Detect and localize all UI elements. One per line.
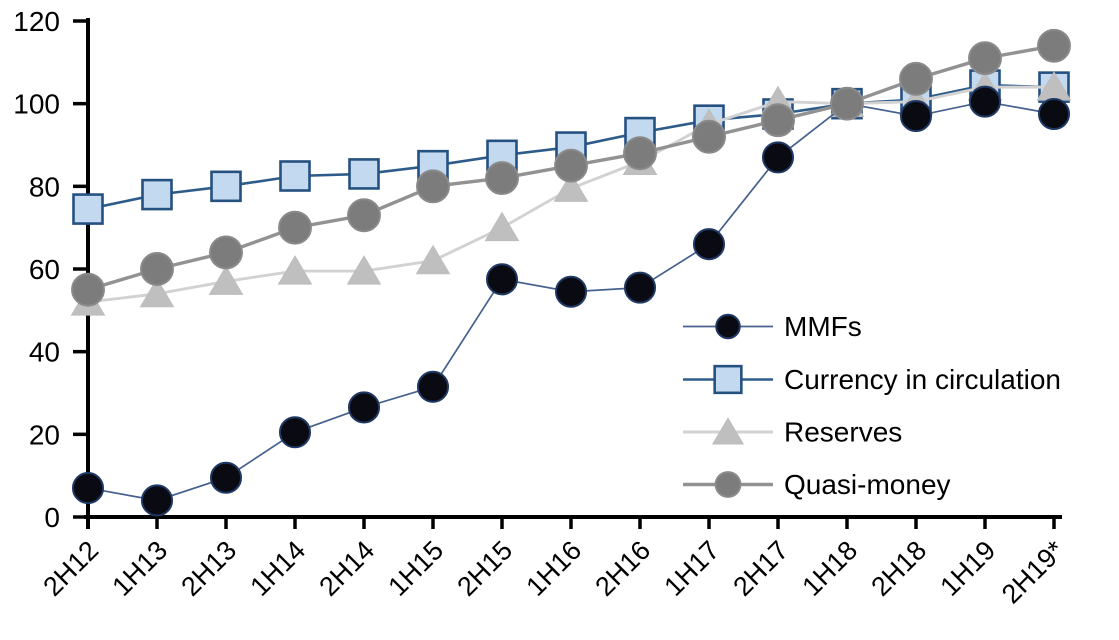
square-marker: [713, 364, 743, 395]
legend-label-currency-in-circulation: Currency in circulation: [784, 364, 1061, 395]
square-marker: [141, 178, 173, 211]
legend-label-reserves: Reserves: [784, 417, 902, 448]
circle-marker: [416, 370, 450, 403]
circle-marker: [715, 313, 741, 340]
circle-marker: [1037, 28, 1071, 63]
triangle-marker: [208, 265, 244, 295]
triangle-marker: [139, 277, 175, 308]
y-tick-label: 40: [29, 337, 60, 368]
triangle-marker: [484, 211, 520, 242]
square-marker: [279, 160, 311, 192]
circle-marker: [209, 235, 243, 270]
circle-marker: [485, 161, 519, 196]
x-tick-label: 1H18: [796, 535, 863, 602]
circle-marker: [1037, 97, 1071, 131]
triangle-marker: [277, 255, 313, 285]
circle-marker: [968, 41, 1002, 76]
y-tick-label: 100: [13, 89, 60, 120]
x-tick-label: 1H15: [382, 535, 449, 602]
circle-marker: [278, 210, 312, 245]
legend-item-reserves: Reserves: [683, 417, 902, 448]
legend-label-mmfs: MMFs: [784, 311, 862, 342]
circle-marker: [71, 272, 105, 307]
circle-marker: [899, 61, 933, 96]
circle-marker: [140, 252, 174, 286]
circle-marker: [714, 471, 742, 498]
x-tick-label: 2H15: [451, 535, 518, 602]
square-marker: [348, 158, 380, 190]
circle-marker: [692, 119, 726, 154]
x-tick-label: 2H16: [589, 535, 656, 602]
circle-marker: [209, 461, 243, 494]
x-axis-ticks: 2H12 1H13 2H13 1H14 2H14 1H15 2H15 1H16 2H16 1H17…: [37, 517, 1071, 610]
circle-marker: [623, 271, 657, 304]
legend-item-quasi-money: Quasi-money: [683, 469, 951, 500]
circle-marker: [692, 228, 726, 261]
triangle-marker: [415, 244, 451, 275]
x-tick-label: 2H12: [37, 535, 104, 602]
x-tick-label: 1H19: [934, 535, 1001, 602]
x-tick-label: 2H18: [865, 535, 932, 602]
square-marker: [210, 170, 242, 203]
triangle-marker: [711, 417, 745, 445]
y-axis-ticks: 0 20 40 60 80 100 120: [13, 6, 88, 533]
circle-marker: [278, 416, 312, 449]
circle-marker: [968, 85, 1002, 118]
square-marker: [72, 193, 104, 225]
legend-label-quasi-money: Quasi-money: [784, 469, 951, 500]
circle-marker: [623, 136, 657, 171]
legend-item-mmfs: MMFs: [683, 311, 862, 342]
circle-marker: [761, 103, 795, 138]
x-tick-label: 1H14: [244, 535, 311, 602]
x-tick-label: 1H16: [520, 535, 587, 602]
legend-item-currency-in-circulation: Currency in circulation: [683, 364, 1061, 395]
legend: MMFs Currency in circulation Reserves Quasi…: [683, 311, 1061, 500]
circle-marker: [899, 100, 933, 133]
circle-marker: [830, 86, 864, 121]
triangle-marker: [553, 172, 589, 202]
x-tick-label: 2H13: [175, 535, 242, 602]
circle-marker: [554, 275, 588, 308]
y-tick-label: 120: [13, 6, 60, 37]
circle-marker: [554, 148, 588, 183]
y-tick-label: 60: [29, 254, 60, 285]
circle-marker: [347, 198, 381, 233]
x-tick-label: 2H17: [727, 535, 794, 602]
x-tick-label: 1H17: [658, 535, 725, 602]
y-tick-label: 80: [29, 171, 60, 202]
series-quasi-money: [71, 28, 1071, 307]
x-tick-label: 2H19*: [996, 535, 1071, 610]
x-tick-label: 2H14: [313, 535, 380, 602]
circle-marker: [485, 263, 519, 296]
circle-marker: [761, 141, 795, 174]
circle-marker: [416, 169, 450, 204]
circle-marker: [347, 391, 381, 424]
y-tick-label: 20: [29, 419, 60, 450]
x-tick-label: 1H13: [106, 535, 173, 602]
circle-marker: [140, 484, 174, 517]
y-tick-label: 0: [44, 502, 60, 533]
series-mmfs: [71, 85, 1071, 517]
triangle-marker: [346, 255, 382, 285]
circle-marker: [71, 472, 105, 505]
